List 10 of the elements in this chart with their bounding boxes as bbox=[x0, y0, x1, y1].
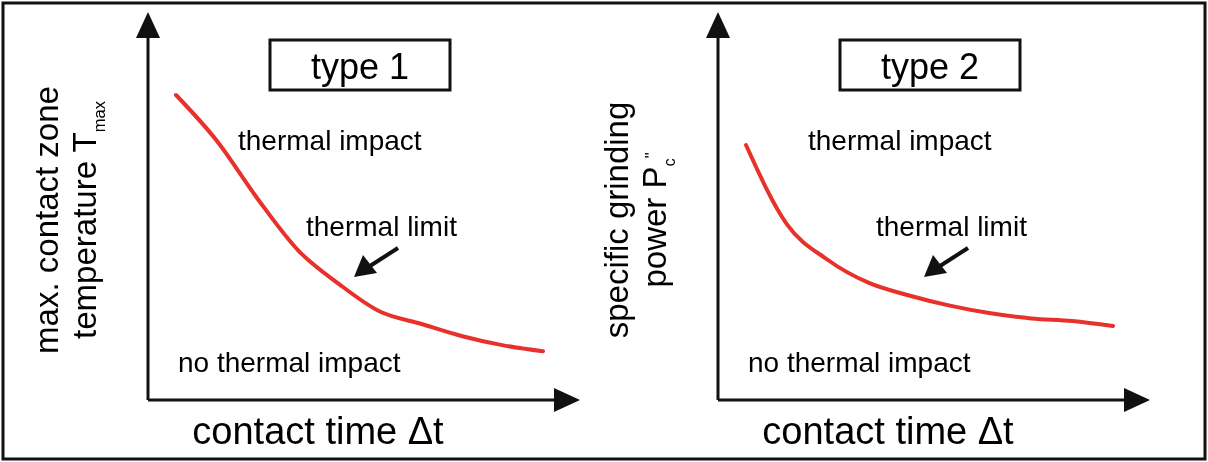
x-axis-title: contact time Δt bbox=[762, 410, 1015, 452]
x-axis-title: contact time Δt bbox=[192, 410, 445, 452]
annotation: thermal limit bbox=[876, 211, 1028, 242]
annotation: thermal impact bbox=[238, 125, 422, 156]
annotation: no thermal impact bbox=[178, 347, 401, 378]
annotation: thermal limit bbox=[306, 211, 458, 242]
chart-title: type 2 bbox=[880, 46, 980, 87]
chart-title: type 1 bbox=[310, 46, 410, 87]
annotation: no thermal impact bbox=[748, 347, 971, 378]
annotation: thermal impact bbox=[808, 125, 992, 156]
